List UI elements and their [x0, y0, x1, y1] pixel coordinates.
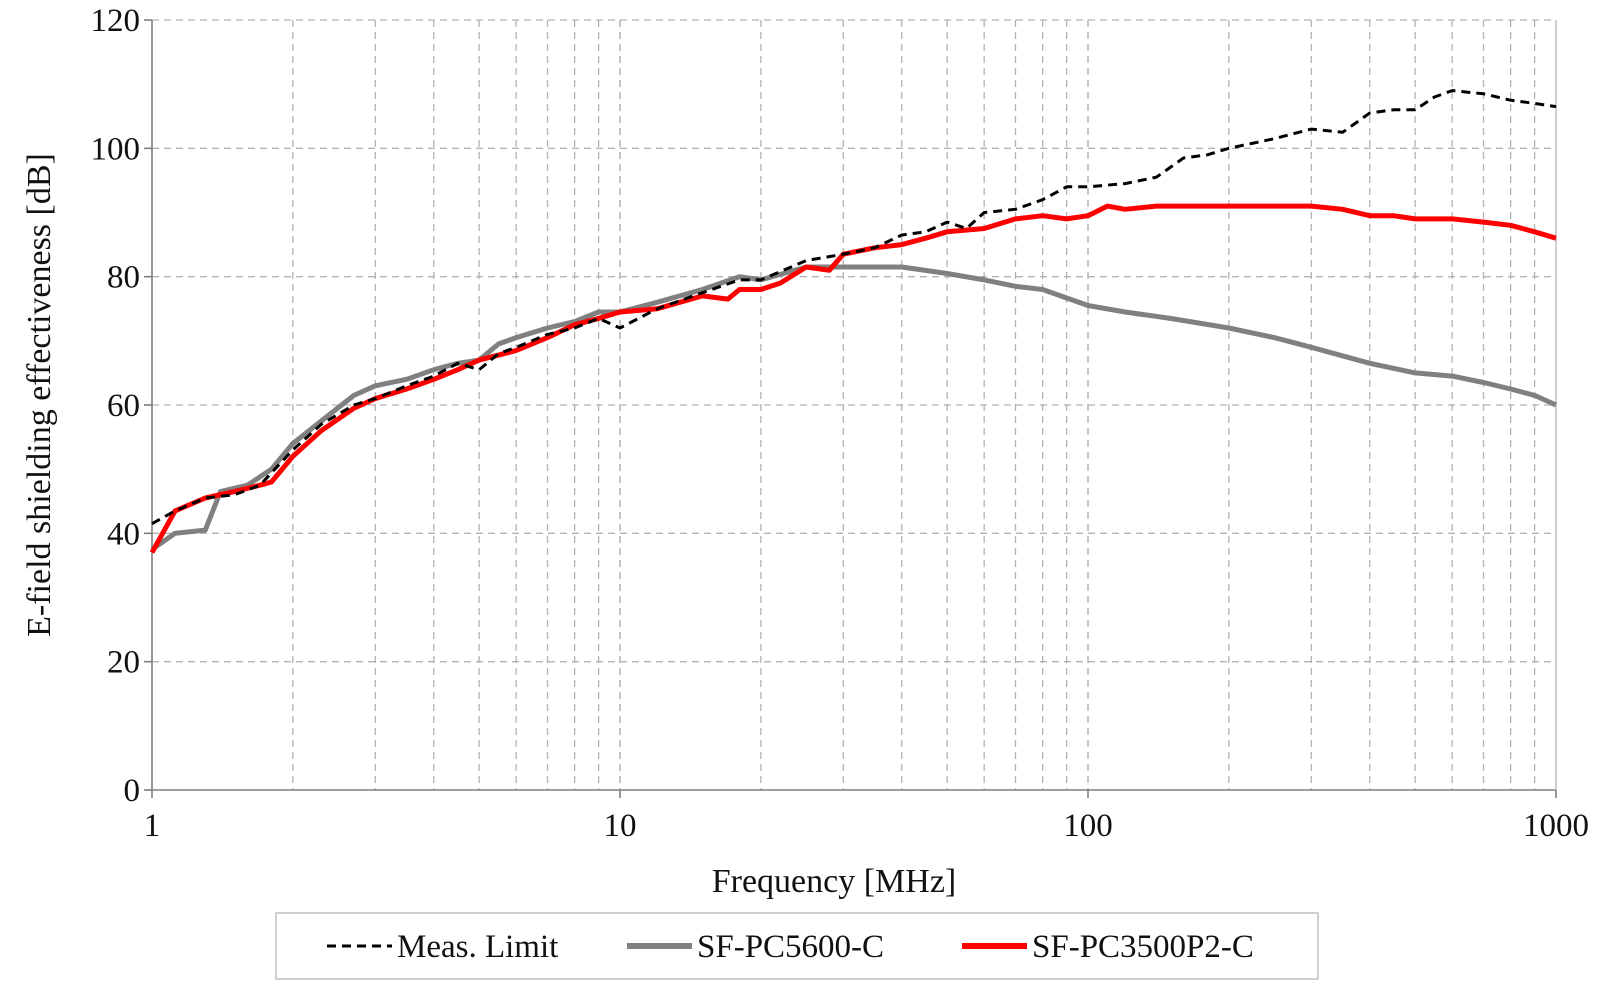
- y-tick-label: 80: [107, 260, 140, 296]
- y-tick-label: 60: [107, 388, 140, 424]
- legend-box: [275, 912, 1319, 980]
- y-tick-label: 20: [107, 645, 140, 681]
- legend-label-sf-pc5600-c: SF-PC5600-C: [697, 929, 884, 965]
- y-axis-title: E-field shielding effectiveness [dB]: [21, 153, 58, 637]
- legend-item-sf-pc5600-c: SF-PC5600-C: [627, 929, 884, 965]
- series-layer: [149, 89, 1558, 554]
- x-tick-label: 10: [604, 808, 637, 844]
- y-tick-label: 40: [107, 516, 140, 552]
- series-line-meas-limit: [151, 89, 1557, 526]
- legend-item-sf-pc3500p2-c: SF-PC3500P2-C: [962, 929, 1254, 965]
- y-tick-label: 0: [124, 773, 141, 809]
- legend-label-meas-limit: Meas. Limit: [397, 929, 558, 965]
- x-tick-label: 100: [1063, 808, 1113, 844]
- legend-label-sf-pc3500p2-c: SF-PC3500P2-C: [1032, 929, 1254, 965]
- legend-item-meas-limit: Meas. Limit: [327, 929, 558, 965]
- x-tick-label: 1000: [1523, 808, 1589, 844]
- legend: Meas. Limit SF-PC5600-C SF-PC3500P2-C: [275, 912, 1319, 980]
- x-axis-title: Frequency [MHz]: [712, 863, 957, 900]
- y-tick-label: 100: [91, 131, 141, 167]
- grid-layer: [152, 19, 1556, 790]
- x-tick-label: 1: [144, 808, 161, 844]
- y-tick-label: 120: [91, 3, 141, 39]
- series-line-sf-pc5600-c: [150, 264, 1558, 552]
